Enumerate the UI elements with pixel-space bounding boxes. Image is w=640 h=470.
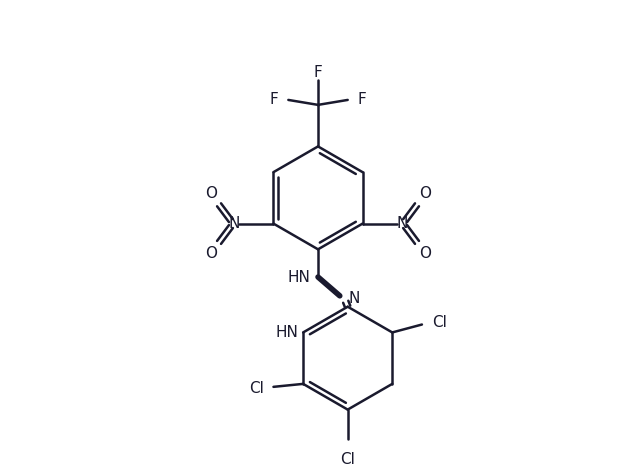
Text: Cl: Cl [432, 315, 447, 330]
Text: F: F [314, 65, 323, 80]
Text: F: F [269, 93, 278, 108]
Text: Cl: Cl [340, 452, 355, 467]
Text: F: F [358, 93, 366, 108]
Text: O: O [205, 246, 217, 261]
Text: N: N [349, 291, 360, 306]
Text: N: N [396, 216, 408, 231]
Text: Cl: Cl [249, 381, 264, 396]
Text: HN: HN [287, 269, 310, 284]
Text: N: N [228, 216, 239, 231]
Text: O: O [205, 187, 217, 202]
Text: O: O [419, 246, 431, 261]
Text: O: O [419, 187, 431, 202]
Text: HN: HN [275, 325, 298, 340]
